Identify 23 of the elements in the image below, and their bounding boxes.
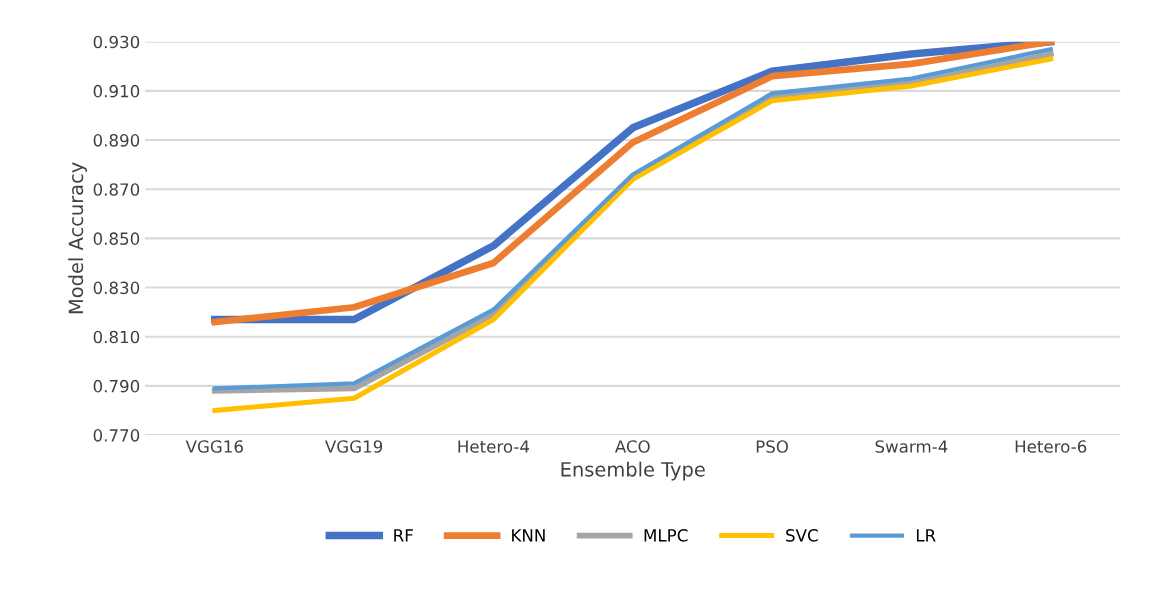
y-tick-label: 0.790 xyxy=(93,379,140,393)
y-tick-label: 0.910 xyxy=(93,84,140,98)
legend-label: RF xyxy=(394,529,413,542)
x-tick-label: Hetero-6 xyxy=(1015,440,1087,453)
y-tick-label: 0.850 xyxy=(93,232,140,245)
legend-label: MLPC xyxy=(644,529,688,542)
x-tick-label: Hetero-4 xyxy=(458,440,530,453)
y-tick-label: 0.770 xyxy=(93,429,140,442)
y-tick-label: 0.930 xyxy=(93,35,140,49)
legend-label: SVC xyxy=(786,529,818,542)
x-tick-label: VGG19 xyxy=(325,440,383,453)
y-tick-label: 0.830 xyxy=(93,281,140,295)
y-axis-title: Model Accuracy xyxy=(68,162,87,314)
x-tick-label: PSO xyxy=(756,440,788,453)
x-tick-label: Swarm-4 xyxy=(875,440,948,453)
x-tick-label: ACO xyxy=(614,440,650,453)
legend-label: KNN xyxy=(512,529,545,542)
x-tick-label: VGG16 xyxy=(185,440,243,453)
y-tick-label: 0.810 xyxy=(93,330,140,344)
y-tick-label: 0.870 xyxy=(93,183,140,196)
legend-label: LR xyxy=(916,529,936,542)
x-axis-title: Ensemble Type xyxy=(561,461,705,481)
y-tick-label: 0.890 xyxy=(93,134,140,147)
